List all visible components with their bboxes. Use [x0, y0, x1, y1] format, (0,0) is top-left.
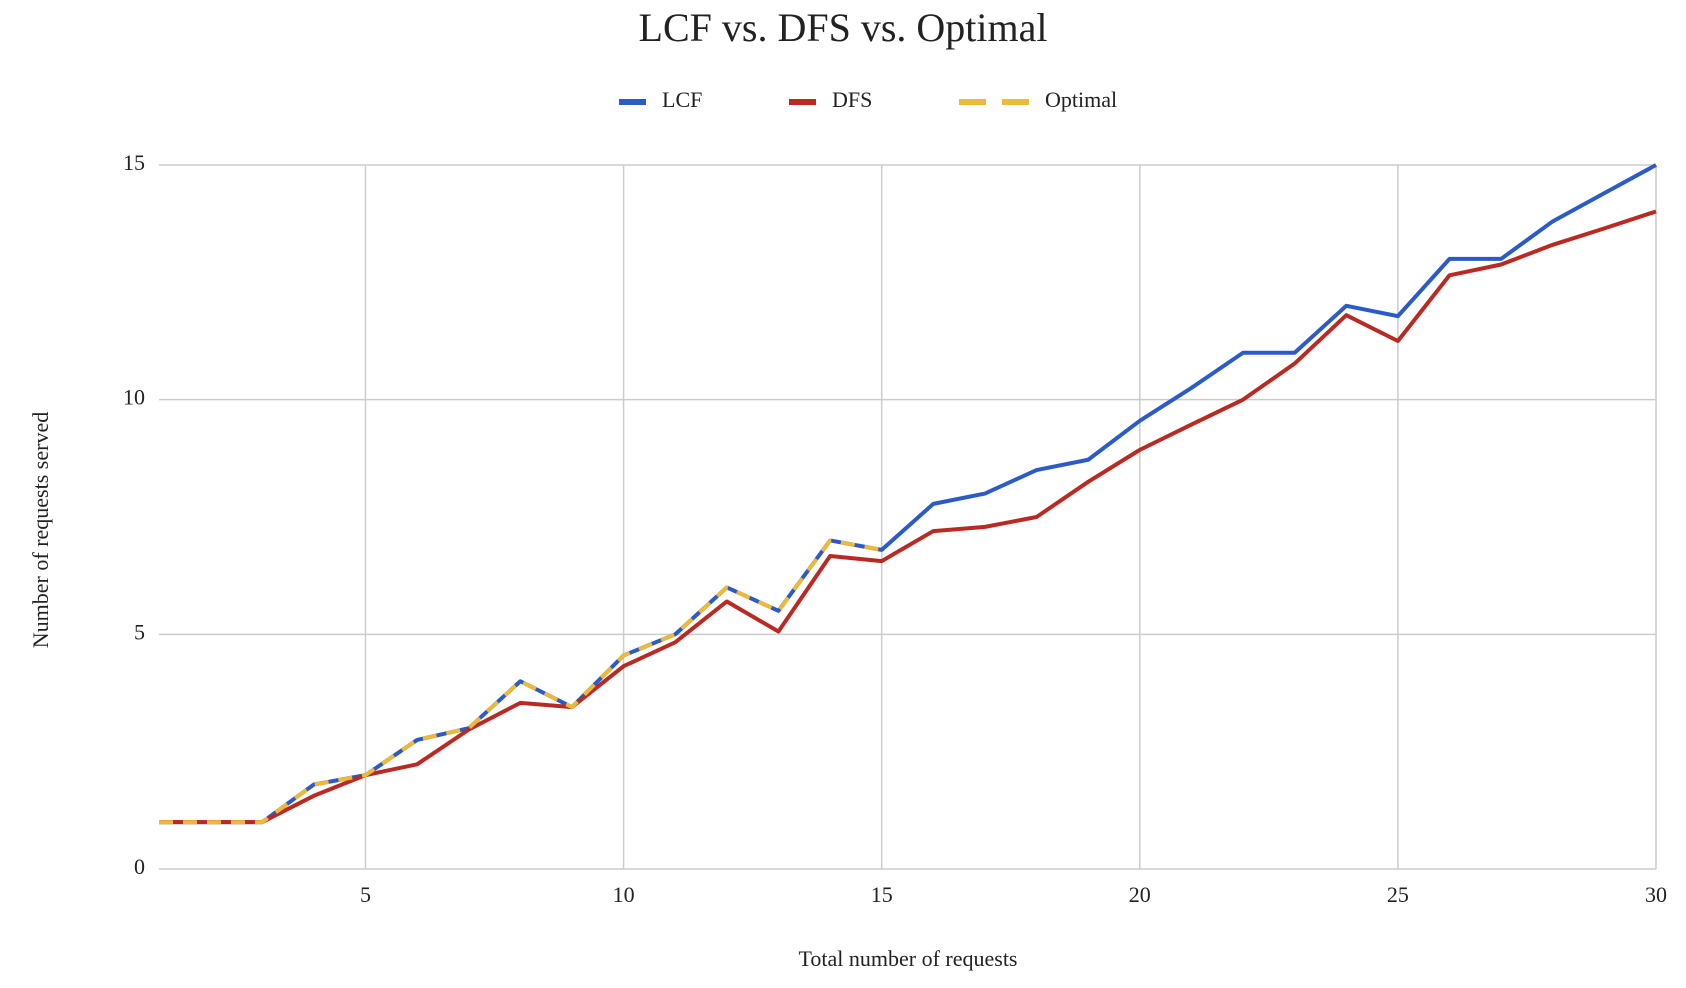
x-tick-label: 25 — [1387, 882, 1409, 907]
line-series — [159, 538, 883, 825]
chart-title: LCF vs. DFS vs. Optimal — [639, 5, 1048, 50]
x-tick-label: 20 — [1129, 882, 1151, 907]
y-tick-label: 10 — [123, 385, 145, 410]
x-tick-label: 10 — [613, 882, 635, 907]
legend-label: Optimal — [1045, 87, 1117, 112]
y-tick-label: 15 — [123, 150, 145, 175]
x-tick-label: 30 — [1645, 882, 1667, 907]
x-axis-title: Total number of requests — [798, 946, 1017, 971]
x-tick-label: 5 — [360, 882, 371, 907]
line-series — [159, 163, 1657, 825]
x-tick-label: 15 — [871, 882, 893, 907]
line-series — [159, 209, 1657, 825]
y-tick-label: 5 — [134, 619, 145, 644]
legend-label: DFS — [832, 87, 872, 112]
y-axis-title: Number of requests served — [28, 412, 53, 648]
legend-label: LCF — [662, 87, 702, 112]
y-tick-label: 0 — [134, 854, 145, 879]
